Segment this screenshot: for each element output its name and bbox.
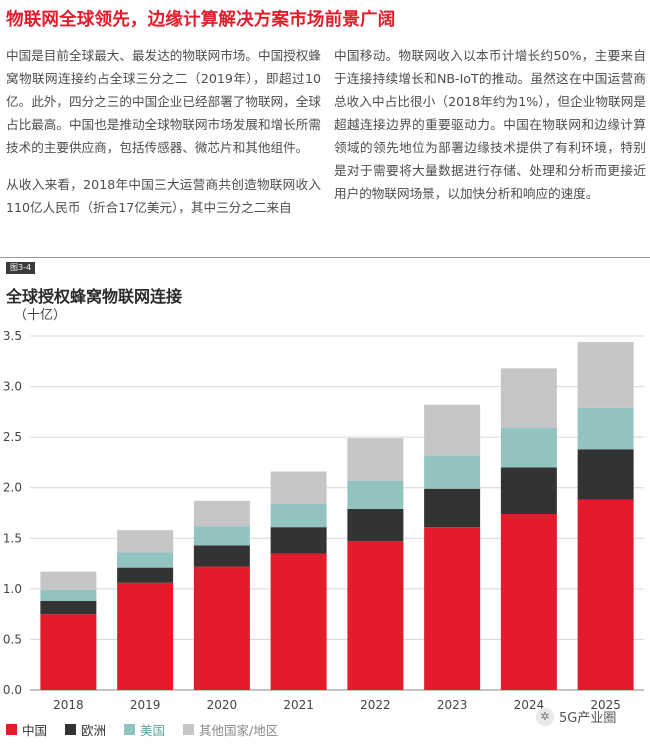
x-tick-label: 2020 — [207, 698, 238, 712]
bar-segment — [40, 614, 97, 690]
y-tick-label: 1.0 — [3, 582, 22, 596]
legend-label: 其他国家/地区 — [199, 723, 279, 738]
bar-segment — [347, 438, 404, 481]
bar-segment — [577, 342, 634, 408]
legend-swatch — [6, 724, 17, 735]
x-tick-label: 2019 — [130, 698, 161, 712]
legend-label: 中国 — [22, 723, 48, 738]
bar-segment — [193, 566, 250, 690]
x-tick-label: 2025 — [590, 698, 621, 712]
bar-segment — [117, 567, 174, 583]
figure-tag: 图3-4 — [6, 262, 36, 274]
watermark-text: 5G产业圈 — [559, 711, 617, 726]
legend-item: 其他国家/地区 — [183, 720, 278, 739]
wechat-icon: ✲ — [536, 707, 554, 726]
bar-segment — [270, 471, 327, 504]
right-column: 中国移动。物联网收入以本币计增长约50%，主要来自于连接持续增长和NB-IoT的… — [334, 44, 646, 219]
x-tick-label: 2022 — [360, 698, 391, 712]
bar-segment — [347, 541, 404, 690]
chart-title: 全球授权蜂窝物联网连接 — [6, 287, 183, 306]
chart-legend: 中国 欧洲 美国 其他国家/地区 — [6, 720, 278, 739]
x-tick-label: 2023 — [437, 698, 468, 712]
bar-segment — [500, 428, 557, 468]
bar-segment — [347, 480, 404, 509]
bar-segment — [424, 488, 481, 528]
bar-segment — [424, 527, 481, 690]
bar-segment — [40, 589, 97, 601]
bar-segment — [577, 499, 634, 690]
legend-item: 中国 — [6, 720, 47, 739]
bar-segment — [193, 545, 250, 567]
bar-segment — [270, 553, 327, 690]
bar-segment — [117, 582, 174, 690]
x-tick-label: 2021 — [283, 698, 314, 712]
y-tick-label: 2.0 — [3, 481, 22, 495]
section-divider — [0, 257, 650, 258]
y-tick-label: 3.0 — [3, 380, 22, 394]
legend-swatch — [65, 724, 77, 735]
bar-segment — [193, 526, 250, 546]
bar-segment — [424, 404, 481, 456]
bar-segment — [424, 455, 481, 489]
bar-segment — [577, 449, 634, 500]
paragraph: 中国移动。物联网收入以本币计增长约50%，主要来自于连接持续增长和NB-IoT的… — [334, 48, 646, 201]
legend-item: 欧洲 — [65, 720, 106, 739]
x-tick-label: 2018 — [53, 698, 84, 712]
x-tick-label: 2024 — [514, 698, 545, 712]
legend-swatch — [183, 724, 195, 735]
bar-segment — [577, 407, 634, 450]
y-tick-label: 0.5 — [3, 632, 22, 646]
bar-segment — [500, 368, 557, 429]
legend-label: 美国 — [140, 723, 166, 738]
bar-segment — [347, 508, 404, 542]
bar-segment — [117, 530, 174, 553]
bar-segment — [270, 503, 327, 528]
y-tick-label: 0.0 — [3, 683, 22, 697]
watermark: ✲ 5G产业圈 — [536, 707, 616, 726]
page-heading: 物联网全球领先，边缘计算解决方案市场前景广阔 — [6, 10, 396, 30]
legend-label: 欧洲 — [81, 723, 107, 738]
bar-segment — [500, 467, 557, 515]
paragraph: 中国是目前全球最大、最发达的物联网市场。中国授权蜂窝物联网连接约占全球三分之二（… — [6, 48, 321, 155]
left-column: 中国是目前全球最大、最发达的物联网市场。中国授权蜂窝物联网连接约占全球三分之二（… — [6, 44, 321, 233]
bar-segment — [193, 500, 250, 527]
y-tick-label: 1.5 — [3, 531, 22, 545]
paragraph: 从收入来看，2018年中国三大运营商共创造物联网收入110亿人民币（折合17亿美… — [6, 177, 321, 215]
bar-segment — [500, 514, 557, 690]
chart-unit-label: （十亿） — [14, 308, 67, 323]
bar-segment — [40, 571, 97, 590]
bar-segment — [40, 600, 97, 615]
legend-item: 美国 — [124, 720, 165, 739]
bar-segment — [270, 527, 327, 554]
y-tick-label: 3.5 — [3, 329, 22, 343]
y-tick-label: 2.5 — [3, 430, 22, 444]
bar-segment — [117, 552, 174, 568]
legend-swatch — [124, 724, 136, 735]
